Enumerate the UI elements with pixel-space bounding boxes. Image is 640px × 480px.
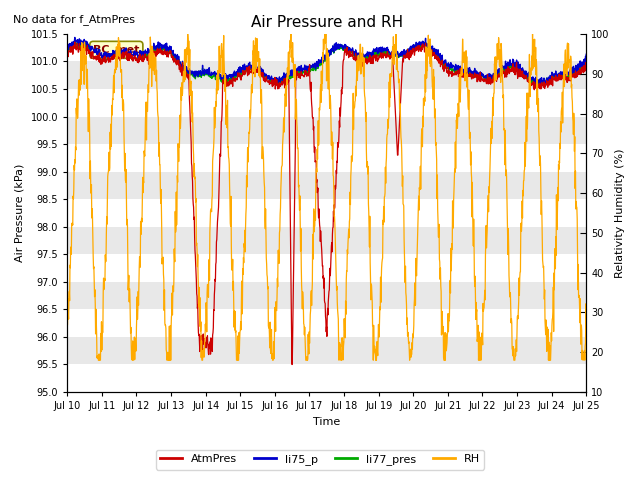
Bar	[67, 144, 586, 172]
AtmPres	[63, 51, 71, 57]
li77_pres	[294, 69, 302, 74]
Text: BC_met: BC_met	[93, 45, 140, 55]
li77_pres	[125, 51, 132, 57]
li75_p	[304, 67, 312, 73]
li77_pres	[304, 70, 312, 75]
RH	[360, 67, 367, 73]
Y-axis label: Air Pressure (kPa): Air Pressure (kPa)	[15, 164, 25, 262]
AtmPres	[284, 80, 292, 85]
Y-axis label: Relativity Humidity (%): Relativity Humidity (%)	[615, 148, 625, 278]
Line: li77_pres: li77_pres	[67, 40, 586, 85]
li75_p	[582, 51, 590, 57]
AtmPres	[104, 56, 111, 61]
li75_p	[294, 65, 302, 71]
AtmPres	[360, 59, 367, 65]
AtmPres	[125, 50, 132, 56]
li77_pres	[71, 37, 79, 43]
li77_pres	[582, 56, 590, 62]
li75_p	[71, 35, 79, 40]
Bar	[67, 227, 586, 254]
Bar	[67, 61, 586, 89]
RH	[104, 174, 111, 180]
Title: Air Pressure and RH: Air Pressure and RH	[251, 15, 403, 30]
Bar	[67, 172, 586, 199]
AtmPres	[305, 73, 312, 79]
RH	[284, 60, 292, 66]
RH	[95, 357, 102, 363]
AtmPres	[582, 60, 590, 66]
Bar	[67, 310, 586, 337]
Bar	[67, 34, 586, 61]
li77_pres	[63, 49, 71, 55]
li75_p	[104, 52, 111, 58]
Bar	[67, 89, 586, 117]
li77_pres	[104, 54, 111, 60]
Bar	[67, 364, 586, 392]
Bar	[67, 254, 586, 282]
Bar	[67, 282, 586, 310]
RH	[184, 31, 191, 37]
li75_p	[359, 51, 367, 57]
Text: No data for f_AtmPres: No data for f_AtmPres	[13, 14, 135, 25]
li75_p	[284, 70, 292, 76]
li75_p	[63, 47, 71, 53]
Line: AtmPres: AtmPres	[67, 42, 586, 364]
Bar	[67, 199, 586, 227]
AtmPres	[288, 361, 296, 367]
Bar	[67, 117, 586, 144]
li77_pres	[359, 54, 367, 60]
RH	[305, 332, 312, 337]
li77_pres	[537, 83, 545, 88]
RH	[582, 324, 590, 330]
li75_p	[125, 49, 132, 55]
RH	[63, 324, 71, 330]
RH	[125, 273, 132, 278]
Line: RH: RH	[67, 34, 586, 360]
li77_pres	[284, 75, 292, 81]
AtmPres	[71, 39, 79, 45]
Legend: AtmPres, li75_p, li77_pres, RH: AtmPres, li75_p, li77_pres, RH	[156, 450, 484, 469]
li75_p	[531, 82, 539, 87]
RH	[295, 182, 303, 188]
Bar	[67, 337, 586, 364]
X-axis label: Time: Time	[313, 417, 340, 427]
AtmPres	[295, 75, 303, 81]
Line: li75_p: li75_p	[67, 37, 586, 84]
